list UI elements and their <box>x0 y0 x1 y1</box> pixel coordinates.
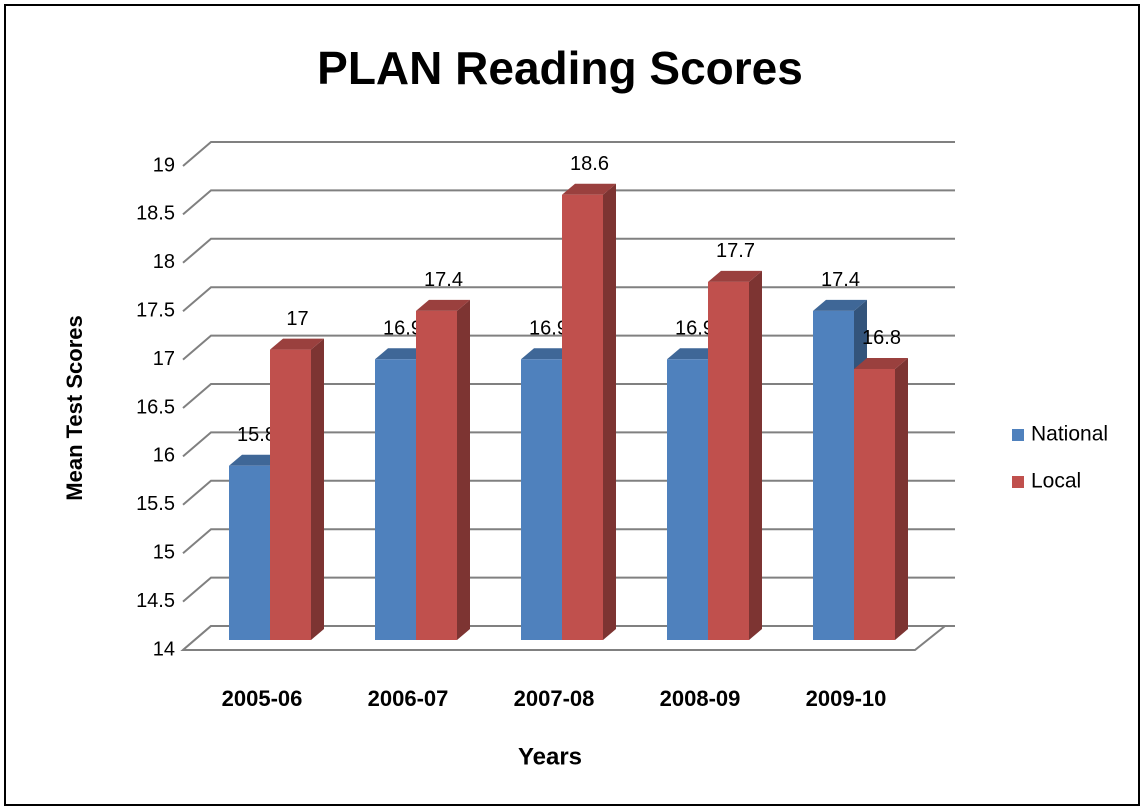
x-axis-title: Years <box>518 743 582 770</box>
grid-line <box>182 286 955 312</box>
grid-line <box>182 141 955 167</box>
bar <box>270 349 311 640</box>
y-tick-label: 18 <box>153 251 175 273</box>
x-tick-label: 2006-07 <box>368 686 449 711</box>
data-label: 17.4 <box>424 269 463 291</box>
legend-label: Local <box>1031 470 1081 493</box>
data-label: 17.4 <box>821 269 860 291</box>
bar <box>813 310 854 640</box>
y-axis-title: Mean Test Scores <box>62 315 87 500</box>
data-label: 16.9 <box>675 318 714 340</box>
y-tick-label: 14 <box>153 638 175 660</box>
data-label: 17.7 <box>716 240 755 262</box>
data-label: 16.9 <box>529 318 568 340</box>
x-tick-label: 2005-06 <box>222 686 303 711</box>
bar-side <box>749 270 762 640</box>
bar-top <box>562 183 616 195</box>
bar-side <box>457 299 470 640</box>
y-tick-label: 15.5 <box>136 493 175 515</box>
y-tick-label: 16.5 <box>136 396 175 418</box>
bar-top <box>521 348 575 360</box>
bar <box>708 281 749 640</box>
grid-line <box>182 237 955 264</box>
legend-swatch <box>1012 429 1024 441</box>
y-tick-label: 17 <box>153 348 175 370</box>
chart-title: PLAN Reading Scores <box>317 42 803 94</box>
x-tick-label: 2008-09 <box>660 686 741 711</box>
bar-top <box>667 348 721 360</box>
legend-swatch <box>1012 476 1024 488</box>
y-tick-label: 14.5 <box>136 590 175 612</box>
bar <box>562 194 603 640</box>
x-tick-label: 2007-08 <box>514 686 595 711</box>
y-tick-label: 19 <box>153 154 175 176</box>
data-label: 16.8 <box>862 327 901 349</box>
bar <box>521 359 562 640</box>
bar <box>667 359 708 640</box>
bar <box>854 368 895 640</box>
bar-top <box>854 357 908 369</box>
legend-label: National <box>1031 423 1108 446</box>
bar-side <box>603 183 616 640</box>
grid-line <box>182 334 955 361</box>
y-tick-label: 15 <box>153 541 175 563</box>
bar-side <box>895 357 908 640</box>
y-tick-label: 16 <box>153 445 175 467</box>
bar <box>416 310 457 640</box>
data-label: 15.8 <box>237 424 276 446</box>
grid-line <box>182 189 955 216</box>
data-label: 16.9 <box>383 318 422 340</box>
bar-side <box>311 338 324 640</box>
bar <box>375 359 416 640</box>
bar-top <box>708 270 762 282</box>
y-tick-label: 17.5 <box>136 299 175 321</box>
data-label: 17 <box>286 308 308 330</box>
bar-top <box>813 299 867 311</box>
data-label: 18.6 <box>570 153 609 175</box>
x-tick-label: 2009-10 <box>806 686 887 711</box>
bar-top <box>416 299 470 311</box>
bar <box>229 465 270 640</box>
bar-top <box>270 338 324 350</box>
bar-top <box>229 454 283 466</box>
y-tick-label: 18.5 <box>136 203 175 225</box>
bar-top <box>375 348 429 360</box>
